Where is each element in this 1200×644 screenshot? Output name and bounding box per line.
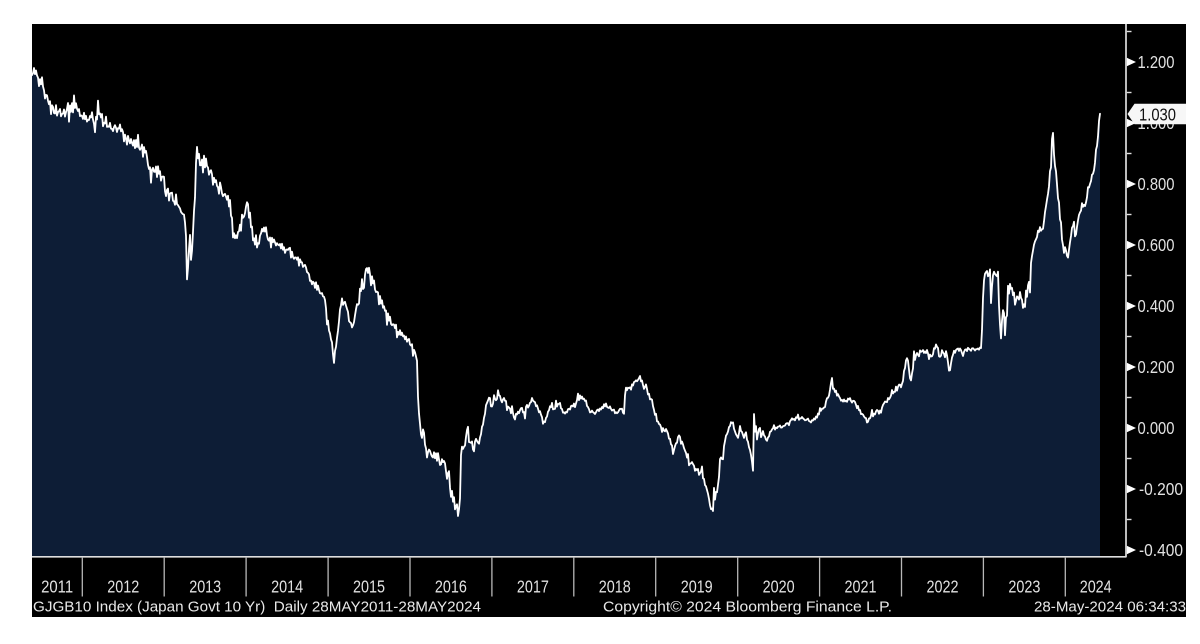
- svg-text:2011: 2011: [41, 577, 73, 597]
- svg-text:2017: 2017: [517, 577, 549, 597]
- svg-text:2022: 2022: [927, 577, 959, 597]
- svg-text:1.030: 1.030: [1139, 104, 1176, 124]
- svg-text:0.600: 0.600: [1138, 235, 1175, 255]
- svg-text:1.200: 1.200: [1138, 52, 1175, 72]
- svg-text:Copyright© 2024 Bloomberg Fina: Copyright© 2024 Bloomberg Finance L.P.: [603, 599, 892, 616]
- svg-text:GJGB10 Index (Japan Govt 10 Yr: GJGB10 Index (Japan Govt 10 Yr) Daily 28…: [33, 599, 481, 616]
- svg-text:2015: 2015: [353, 577, 385, 597]
- svg-text:2024: 2024: [1080, 577, 1112, 597]
- svg-text:2014: 2014: [271, 577, 303, 597]
- svg-text:2016: 2016: [435, 577, 467, 597]
- svg-text:2023: 2023: [1008, 577, 1040, 597]
- svg-text:28-May-2024 06:34:33: 28-May-2024 06:34:33: [1034, 599, 1186, 616]
- svg-text:2012: 2012: [107, 577, 139, 597]
- svg-text:0.400: 0.400: [1138, 296, 1175, 316]
- svg-text:-0.400: -0.400: [1139, 540, 1183, 560]
- svg-text:0.200: 0.200: [1138, 357, 1175, 377]
- svg-text:2018: 2018: [599, 577, 631, 597]
- svg-text:2020: 2020: [763, 577, 795, 597]
- svg-text:2019: 2019: [681, 577, 713, 597]
- svg-text:2013: 2013: [189, 577, 221, 597]
- svg-text:2021: 2021: [845, 577, 877, 597]
- svg-text:0.800: 0.800: [1138, 174, 1175, 194]
- svg-text:-0.200: -0.200: [1139, 479, 1183, 499]
- svg-text:0.000: 0.000: [1138, 418, 1175, 438]
